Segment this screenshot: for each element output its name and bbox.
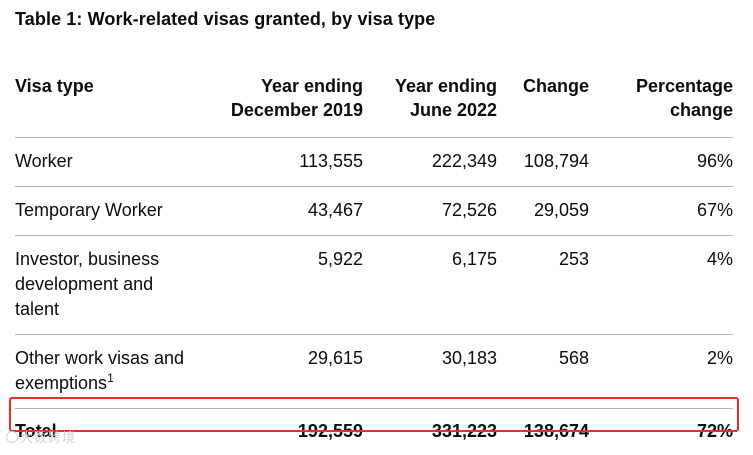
cell-visa-type: Worker [15, 137, 195, 187]
table-row-worker: Worker 113,555 222,349 108,794 96% [15, 137, 733, 187]
cell-change: 253 [497, 235, 589, 335]
cell-jun-2022: 6,175 [363, 235, 497, 335]
cell-change: 138,674 [523, 421, 589, 441]
cell-dec-2019: 5,922 [195, 235, 363, 335]
watermark: 大数跨境 [6, 427, 76, 446]
cell-dec-2019: 29,615 [195, 334, 363, 409]
cell-visa-type: Temporary Worker [15, 186, 195, 236]
cell-jun-2022: 72,526 [363, 186, 497, 236]
cell-change: 568 [497, 334, 589, 409]
cell-jun-2022: 222,349 [363, 137, 497, 187]
table-row-investor-business: Investor, business development and talen… [15, 235, 733, 335]
cell-dec-2019: 43,467 [195, 186, 363, 236]
watermark-logo-icon [6, 431, 18, 443]
table-header-row: Visa type Year ending December 2019 Year… [15, 70, 733, 138]
cell-percentage: 67% [589, 186, 733, 236]
table-caption: Table 1: Work-related visas granted, by … [15, 9, 436, 29]
cell-jun-2022: 331,223 [431, 421, 497, 441]
cell-visa-type: Other work visas and exemptions1 [15, 334, 195, 409]
table-row-temporary-worker: Temporary Worker 43,467 72,526 29,059 67… [15, 186, 733, 236]
table-row-other-work-visas: Other work visas and exemptions1 29,615 … [15, 334, 733, 409]
cell-percentage: 2% [589, 334, 733, 409]
header-visa-type: Visa type [15, 70, 195, 138]
visas-table: Visa type Year ending December 2019 Year… [15, 70, 733, 455]
cell-dec-2019: 113,555 [195, 137, 363, 187]
cell-percentage: 72% [696, 421, 733, 441]
cell-visa-type: Investor, business development and talen… [15, 235, 195, 335]
header-year-ending-dec-2019: Year ending December 2019 [195, 70, 363, 138]
footnote-marker: 1 [107, 371, 114, 385]
cell-change: 29,059 [497, 186, 589, 236]
cell-percentage: 4% [589, 235, 733, 335]
header-percentage-change: Percentage change [589, 70, 733, 138]
table-row-total: Total 192,559 331,223 138,674 72% [15, 409, 733, 455]
header-year-ending-jun-2022: Year ending June 2022 [363, 70, 497, 138]
header-change: Change [497, 70, 589, 138]
cell-percentage: 96% [589, 137, 733, 187]
cell-change: 108,794 [497, 137, 589, 187]
cell-jun-2022: 30,183 [363, 334, 497, 409]
cell-dec-2019: 192,559 [297, 421, 363, 441]
